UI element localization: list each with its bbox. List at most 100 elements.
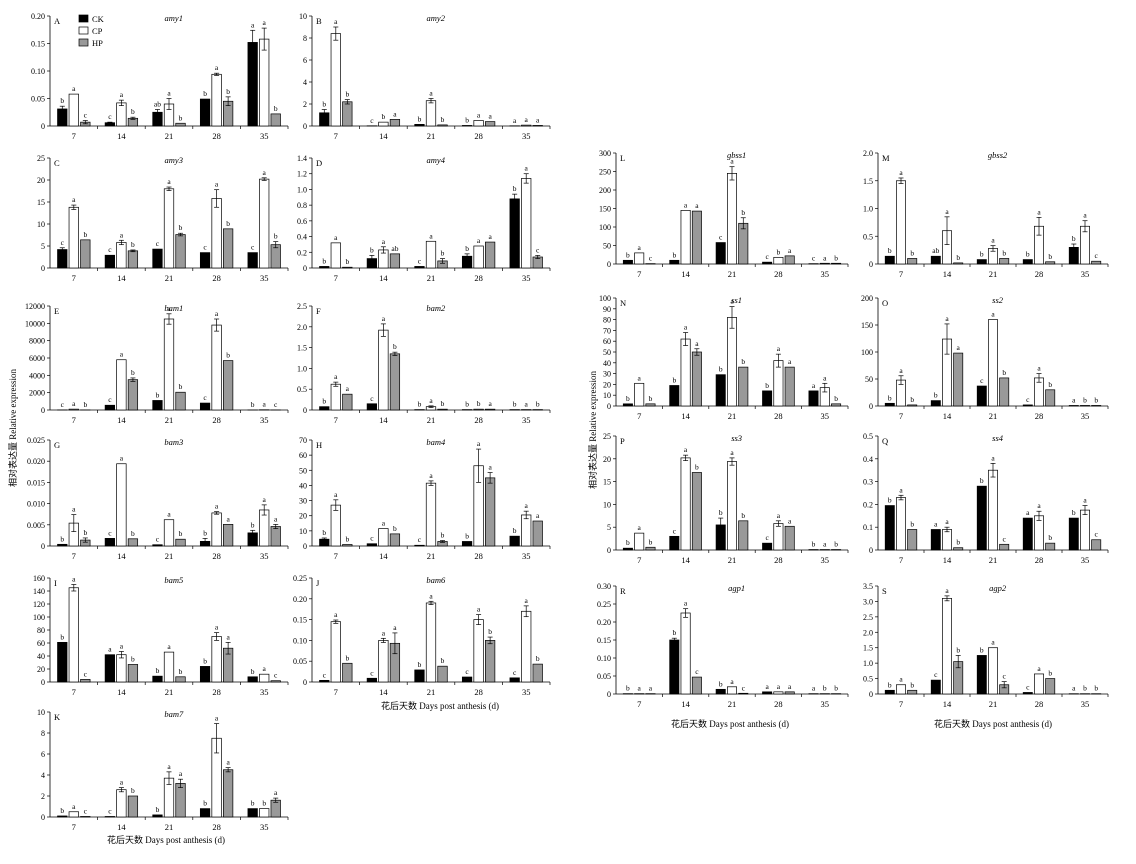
bar-ck — [414, 123, 425, 127]
significance-letter: c — [84, 806, 88, 815]
bar-ck — [1022, 404, 1033, 407]
significance-letter: b — [672, 628, 676, 637]
y-tick-label: 20 — [603, 380, 611, 389]
x-tick-label: 35 — [821, 411, 830, 421]
y-tick-label: 0.025 — [27, 436, 45, 445]
significance-letter: b — [418, 400, 422, 409]
bar-ck — [414, 266, 425, 269]
significance-letter: b — [179, 223, 183, 232]
bar-cp — [68, 93, 79, 127]
significance-letter: b — [203, 528, 207, 537]
bar-ck — [104, 816, 115, 818]
significance-letter: a — [72, 84, 76, 93]
x-tick-label: 7 — [899, 411, 903, 421]
bar-cp — [425, 240, 437, 269]
chart-title: bam6 — [426, 575, 446, 585]
bar-ck — [808, 390, 819, 407]
significance-letter: b — [322, 528, 326, 537]
bar-cp — [68, 206, 79, 269]
bar-cp — [259, 673, 270, 683]
chart-title: ss3 — [731, 433, 742, 443]
significance-letter: a — [823, 373, 827, 382]
significance-letter: b — [179, 382, 183, 391]
bar-ck — [930, 529, 941, 551]
bar-ck — [509, 198, 520, 269]
significance-letter: a — [215, 63, 219, 72]
x-tick-label: 35 — [821, 699, 830, 709]
bar-ck — [152, 248, 163, 269]
significance-letter: a — [934, 519, 938, 528]
significance-letter: a — [251, 20, 255, 29]
y-tick-label: 10 — [299, 12, 307, 21]
bar-ck — [461, 541, 473, 547]
significance-letter: b — [980, 250, 984, 259]
y-tick-label: 0.05 — [31, 95, 45, 104]
bar-hp — [223, 360, 234, 411]
x-tick-label: 14 — [117, 551, 126, 561]
significance-letter: b — [1094, 395, 1098, 404]
bar-cp — [773, 523, 784, 551]
panel-letter: E — [54, 306, 59, 316]
bar-ck — [247, 252, 258, 269]
y-tick-label: 2000 — [29, 389, 45, 398]
y-tick-label: 0 — [869, 546, 873, 555]
bar-cp — [896, 684, 906, 695]
y-tick-label: 0.05 — [293, 657, 307, 666]
y-tick-label: 0.20 — [293, 595, 307, 604]
significance-letter: b — [60, 534, 64, 543]
y-tick-label: 0.05 — [597, 672, 611, 681]
bar-ck — [199, 402, 211, 411]
significance-letter: c — [84, 669, 88, 678]
bar-cp — [330, 383, 341, 411]
significance-letter: a — [215, 623, 219, 632]
y-tick-label: 30 — [299, 497, 307, 506]
bar-cp — [116, 359, 127, 411]
bar-hp — [175, 538, 186, 547]
bar-hp — [691, 351, 702, 407]
x-tick-label: 7 — [899, 699, 903, 709]
significance-letter: b — [322, 397, 326, 406]
y-tick-label: 1.0 — [297, 185, 307, 194]
bar-hp — [738, 520, 749, 551]
y-tick-label: 0.5 — [863, 432, 873, 441]
significance-letter: b — [441, 115, 445, 124]
y-tick-label: 0.25 — [293, 574, 307, 583]
significance-letter: b — [345, 653, 349, 662]
bar-ck — [152, 675, 163, 683]
y-tick-label: 0 — [607, 546, 611, 555]
chart-title: bam7 — [164, 709, 184, 719]
bar-ck — [104, 254, 115, 269]
bar-cp — [680, 612, 691, 695]
bar-cp — [521, 610, 532, 683]
y-tick-label: 0.5 — [297, 385, 307, 394]
x-tick-label: 35 — [260, 687, 269, 697]
bar-hp — [907, 258, 918, 265]
significance-letter: c — [370, 116, 374, 125]
bar-hp — [223, 769, 234, 818]
significance-letter: a — [788, 516, 792, 525]
bar-hp — [127, 250, 139, 269]
bar-hp — [342, 393, 353, 411]
significance-letter: b — [823, 684, 827, 693]
significance-letter: b — [536, 400, 540, 409]
legend-label-cp: CP — [92, 26, 103, 36]
y-tick-label: 4 — [303, 78, 307, 87]
significance-letter: a — [477, 236, 481, 245]
significance-letter: a — [393, 109, 397, 118]
bar-hp — [80, 239, 91, 269]
bar-ck — [247, 42, 258, 127]
significance-letter: a — [429, 231, 433, 240]
x-tick-label: 28 — [212, 822, 221, 832]
x-tick-label: 28 — [1035, 555, 1044, 565]
significance-letter: b — [672, 250, 676, 259]
significance-letter: a — [1083, 211, 1087, 220]
x-tick-label: 7 — [334, 687, 338, 697]
panel-letter: L — [620, 153, 625, 163]
y-tick-label: 2.0 — [297, 323, 307, 332]
bar-ck — [884, 505, 895, 551]
significance-letter: c — [108, 112, 112, 121]
y-tick-label: 0.3 — [863, 478, 873, 487]
